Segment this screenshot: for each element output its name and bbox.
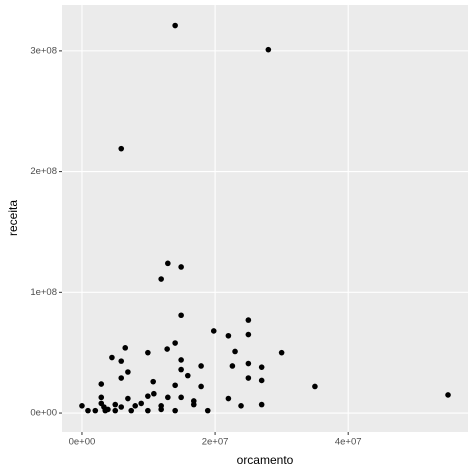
- point: [204, 407, 211, 414]
- point: [150, 378, 156, 385]
- point: [85, 407, 91, 414]
- panel: [62, 5, 468, 432]
- point: [145, 393, 151, 399]
- point: [118, 145, 125, 152]
- y-tick-label: 3e+08: [30, 45, 57, 56]
- point: [128, 407, 135, 414]
- point: [165, 394, 171, 401]
- x-tick-label: 0e+00: [69, 437, 96, 448]
- point: [178, 312, 184, 319]
- point: [125, 395, 131, 402]
- point: [198, 383, 204, 390]
- point: [245, 375, 252, 381]
- point: [109, 354, 115, 361]
- point: [238, 403, 244, 409]
- point: [172, 407, 178, 414]
- point: [92, 407, 99, 414]
- y-tick-label: 1e+08: [30, 287, 57, 298]
- point: [145, 407, 151, 414]
- point: [445, 392, 451, 398]
- y-tick-label: 0e+00: [30, 408, 57, 419]
- point: [145, 349, 151, 356]
- point: [138, 400, 145, 407]
- point: [112, 407, 119, 414]
- point: [198, 363, 204, 369]
- point: [258, 364, 265, 370]
- y-tick-label: 2e+08: [30, 166, 57, 177]
- point: [158, 406, 164, 413]
- point: [118, 375, 125, 381]
- point: [245, 331, 252, 338]
- point: [164, 346, 170, 352]
- point: [165, 260, 171, 267]
- point: [312, 383, 318, 390]
- point: [158, 276, 164, 282]
- point: [265, 46, 272, 53]
- point: [122, 345, 129, 351]
- point: [178, 366, 184, 373]
- point: [245, 317, 252, 323]
- point: [258, 377, 265, 384]
- point: [172, 22, 178, 29]
- point: [105, 406, 111, 413]
- point: [184, 372, 191, 379]
- x-tick-label: 2e+07: [202, 437, 229, 448]
- point: [178, 394, 184, 401]
- point: [225, 332, 232, 339]
- point: [178, 357, 184, 363]
- point: [172, 382, 178, 389]
- point: [258, 401, 265, 408]
- point: [172, 340, 178, 346]
- point: [118, 404, 125, 410]
- point: [132, 403, 139, 409]
- point: [278, 349, 285, 356]
- point: [98, 381, 105, 387]
- point: [178, 264, 184, 270]
- y-axis-title: receita: [6, 200, 20, 236]
- point: [229, 363, 236, 369]
- point: [245, 360, 252, 367]
- point: [79, 403, 85, 409]
- point: [118, 358, 125, 364]
- point: [151, 390, 157, 397]
- point: [232, 348, 238, 355]
- point: [98, 394, 105, 401]
- point: [225, 395, 232, 402]
- point: [125, 369, 131, 375]
- x-tick-label: 4e+07: [335, 437, 362, 448]
- x-axis-title: orcamento: [237, 453, 294, 467]
- point: [210, 328, 217, 334]
- point: [190, 401, 197, 408]
- point: [112, 401, 119, 408]
